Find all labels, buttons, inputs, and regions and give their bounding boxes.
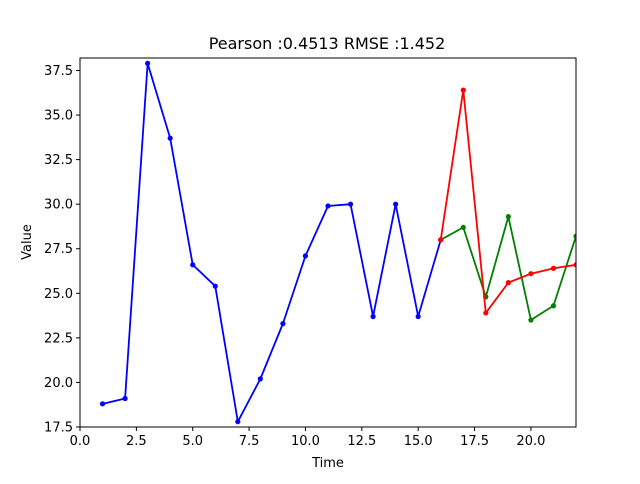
y-tick-label: 22.5 bbox=[44, 331, 73, 346]
red-data-point bbox=[438, 237, 444, 243]
y-axis-label: Value bbox=[20, 224, 35, 260]
y-tick-label: 37.5 bbox=[44, 64, 73, 79]
blue-data-point bbox=[190, 262, 196, 268]
x-tick-label: 0.0 bbox=[70, 434, 91, 449]
red-data-point bbox=[550, 265, 557, 271]
y-tick-label: 30.0 bbox=[44, 198, 73, 213]
chart-title: Pearson :0.4513 RMSE :1.452 bbox=[209, 34, 446, 53]
x-tick-label: 5.0 bbox=[182, 434, 203, 449]
x-axis: 0.0 2.5 5.0 7.5 10.0 12.5 15.0 17.5 20.0 bbox=[70, 427, 545, 449]
plot-frame bbox=[79, 57, 577, 428]
blue-data-point bbox=[167, 135, 173, 141]
red-data-point bbox=[505, 280, 511, 286]
series-group bbox=[99, 60, 576, 425]
blue-data-point bbox=[370, 313, 376, 320]
y-tick-label: 17.5 bbox=[44, 421, 73, 436]
blue-series-line bbox=[102, 62, 442, 423]
blue-data-point bbox=[280, 321, 286, 327]
red-data-point bbox=[483, 310, 489, 316]
x-tick-label: 15.0 bbox=[404, 434, 433, 449]
blue-data-point bbox=[393, 201, 399, 207]
blue-data-point bbox=[235, 419, 241, 425]
green-data-point bbox=[573, 233, 576, 239]
y-tick-label: 32.5 bbox=[44, 153, 73, 168]
y-tick-label: 20.0 bbox=[44, 376, 73, 391]
blue-data-point bbox=[212, 283, 218, 289]
blue-data-point bbox=[415, 313, 421, 320]
red-series-line bbox=[439, 89, 576, 314]
red-data-point bbox=[460, 87, 466, 93]
x-tick-label: 20.0 bbox=[516, 434, 545, 449]
blue-data-point bbox=[99, 401, 106, 407]
y-tick-label: 35.0 bbox=[44, 109, 73, 124]
x-tick-label: 7.5 bbox=[239, 434, 260, 449]
blue-data-point bbox=[122, 395, 128, 402]
blue-data-point bbox=[257, 376, 263, 382]
red-data-point bbox=[573, 262, 576, 268]
blue-data-point bbox=[325, 203, 331, 209]
green-data-point bbox=[528, 317, 534, 323]
green-data-point bbox=[505, 214, 511, 220]
x-tick-label: 2.5 bbox=[126, 434, 147, 449]
green-data-point bbox=[460, 224, 466, 230]
x-tick-label: 12.5 bbox=[347, 434, 376, 449]
x-tick-label: 10.0 bbox=[291, 434, 320, 449]
blue-data-point bbox=[347, 201, 354, 207]
blue-data-point bbox=[302, 253, 309, 259]
y-tick-label: 25.0 bbox=[44, 287, 73, 302]
green-data-point bbox=[550, 303, 557, 309]
y-axis: 17.5 20.0 22.5 25.0 27.5 30.0 32.5 35.0 37.5 bbox=[44, 64, 80, 436]
red-data-point bbox=[528, 271, 534, 277]
x-tick-label: 17.5 bbox=[460, 434, 489, 449]
x-axis-label: Time bbox=[311, 456, 344, 471]
blue-data-point bbox=[145, 60, 151, 66]
y-tick-label: 27.5 bbox=[44, 242, 73, 257]
plot-area bbox=[99, 60, 576, 425]
